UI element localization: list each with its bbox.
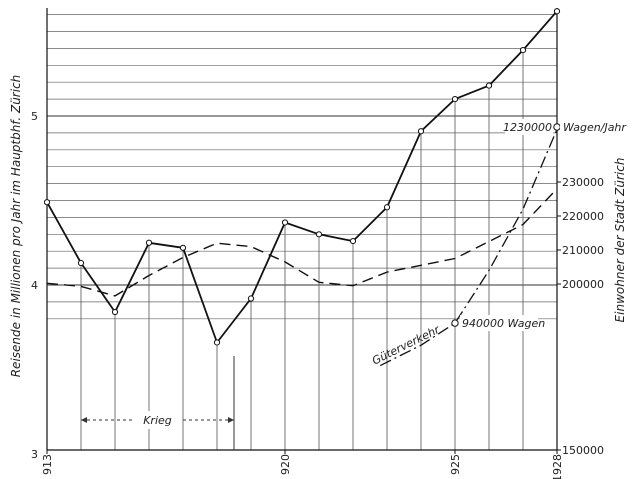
label-bg — [505, 119, 553, 135]
x-tick-label: 1928 — [551, 454, 564, 479]
data-point — [247, 295, 255, 302]
war-label: Krieg — [143, 414, 172, 427]
data-point — [213, 339, 221, 346]
data-point — [519, 46, 527, 54]
data-point — [485, 82, 493, 89]
y-left-tick-label: 3 — [31, 448, 38, 461]
series-line-solid — [46, 10, 558, 344]
year-drop-lines — [80, 50, 524, 450]
series-layer — [46, 10, 558, 367]
x-tick-label: 920 — [279, 454, 292, 475]
axes — [46, 8, 558, 451]
axis-labels: Reisende in Millionen pro Jahr im Hauptb… — [9, 75, 627, 378]
data-point — [451, 96, 459, 103]
data-point — [43, 199, 51, 206]
series-line-dashed — [46, 188, 558, 297]
annotation-gueterverkehr: Güterverkehr — [370, 322, 443, 367]
war-arrow-left — [81, 417, 87, 423]
y-right-tick-label: 230000 — [562, 176, 604, 189]
data-point — [145, 239, 153, 246]
data-point — [315, 231, 323, 238]
y-right-tick-label: 220000 — [562, 210, 604, 223]
data-point — [77, 259, 85, 267]
x-tick-label: 925 — [449, 454, 462, 475]
marker-1230000 — [553, 123, 561, 131]
y-right-tick-label: 210000 — [562, 244, 604, 257]
label-bg — [460, 315, 538, 332]
tick-labels: 913 920 925 1928 3 4 5 150000 200000 210000 220000… — [31, 110, 604, 479]
y-left-tick-label: 5 — [31, 110, 38, 123]
annotation-1230000: 1230000 — [503, 121, 552, 134]
y-right-tick-label: 150000 — [562, 444, 604, 457]
data-point — [281, 219, 289, 226]
data-point — [383, 204, 391, 211]
annotation-940000-wagen: 940000 Wagen — [462, 317, 545, 330]
war-label-bg — [133, 411, 182, 429]
y-right-tick-label: 200000 — [562, 278, 604, 291]
grid — [47, 14, 557, 320]
war-arrow-right — [228, 417, 234, 423]
annotation-wagen-jahr: Wagen/Jahr — [563, 121, 627, 134]
data-point — [553, 8, 561, 15]
y-axis-label-left: Reisende in Millionen pro Jahr im Hauptb… — [9, 75, 23, 378]
label-bg — [560, 119, 630, 135]
data-point — [179, 244, 187, 251]
series-line-dash-dot — [379, 129, 558, 367]
y-axis-label-right: Einwohner der Stadt Zürich — [613, 158, 627, 323]
x-tick-label: 913 — [41, 454, 54, 475]
markers — [43, 8, 561, 346]
y-left-tick-label: 4 — [31, 279, 38, 292]
data-point — [111, 308, 119, 316]
data-point — [349, 237, 357, 245]
marker-940000 — [451, 319, 459, 327]
data-point — [417, 128, 425, 135]
